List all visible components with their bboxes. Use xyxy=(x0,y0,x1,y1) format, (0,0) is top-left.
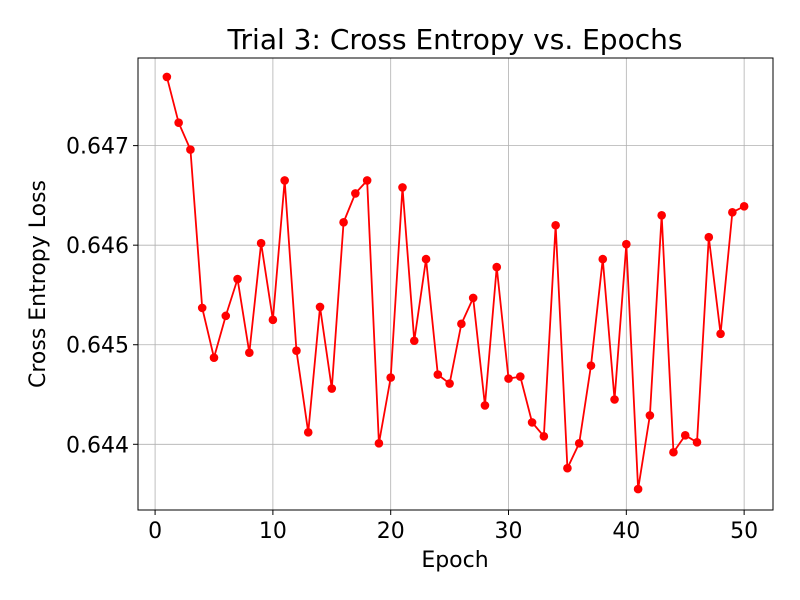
data-point xyxy=(245,348,254,357)
data-point xyxy=(633,484,643,494)
x-tick-label: 30 xyxy=(495,519,523,544)
x-tick-label: 50 xyxy=(730,519,758,544)
data-point xyxy=(186,145,195,154)
ticks: 0 10 20 30 40 50 0.644 0.645 0.646 0.647 xyxy=(66,135,758,544)
data-point xyxy=(480,401,490,410)
data-point xyxy=(586,361,596,370)
x-tick-label: 10 xyxy=(259,519,287,544)
data-point xyxy=(315,302,325,312)
data-point xyxy=(563,463,572,473)
data-point xyxy=(692,437,702,447)
data-point xyxy=(292,346,301,356)
data-point xyxy=(728,208,737,217)
data-point xyxy=(492,262,502,272)
y-tick-label: 0.647 xyxy=(66,135,129,160)
data-point xyxy=(598,254,608,264)
data-point xyxy=(386,373,396,382)
data-point xyxy=(280,176,289,185)
x-axis-label: Epoch xyxy=(421,548,488,573)
y-tick-label: 0.645 xyxy=(66,334,129,359)
data-point xyxy=(574,438,584,448)
data-point xyxy=(398,183,407,192)
series-layer xyxy=(162,72,749,494)
x-tick-label: 40 xyxy=(612,519,640,544)
data-point xyxy=(162,72,172,82)
data-point xyxy=(704,232,714,242)
data-point xyxy=(268,315,278,325)
data-point xyxy=(374,438,384,448)
data-point xyxy=(551,220,560,230)
data-point xyxy=(739,202,749,211)
y-axis-label: Cross Entropy Loss xyxy=(26,180,51,388)
data-point xyxy=(351,189,360,198)
data-point xyxy=(527,418,537,427)
y-tick-label: 0.644 xyxy=(66,433,129,458)
data-point xyxy=(409,336,419,346)
data-point xyxy=(669,447,678,457)
data-point xyxy=(716,329,725,339)
data-point xyxy=(433,370,443,379)
data-point xyxy=(339,217,348,227)
data-point xyxy=(303,428,313,437)
x-tick-label: 0 xyxy=(148,519,162,544)
y-tick-label: 0.646 xyxy=(66,234,129,259)
data-point xyxy=(468,293,478,303)
data-point xyxy=(645,411,655,420)
data-point xyxy=(197,303,207,313)
x-tick-label: 20 xyxy=(377,519,405,544)
data-point xyxy=(362,176,372,185)
data-point xyxy=(209,353,219,362)
data-point xyxy=(221,311,231,321)
data-point xyxy=(680,431,690,440)
grid xyxy=(138,58,773,510)
data-point xyxy=(233,274,242,284)
data-point xyxy=(421,254,431,264)
data-point xyxy=(504,374,513,383)
plot-frame xyxy=(137,57,774,511)
data-point xyxy=(256,238,266,248)
data-point xyxy=(174,118,183,128)
data-point xyxy=(445,379,454,388)
data-point xyxy=(515,372,525,381)
data-point xyxy=(539,432,549,441)
data-point xyxy=(327,384,337,393)
chart-title: Trial 3: Cross Entropy vs. Epochs xyxy=(227,23,683,56)
series-line xyxy=(165,76,745,490)
data-point xyxy=(457,319,466,329)
data-point xyxy=(610,395,619,404)
data-point xyxy=(622,239,631,249)
data-point xyxy=(657,211,666,220)
